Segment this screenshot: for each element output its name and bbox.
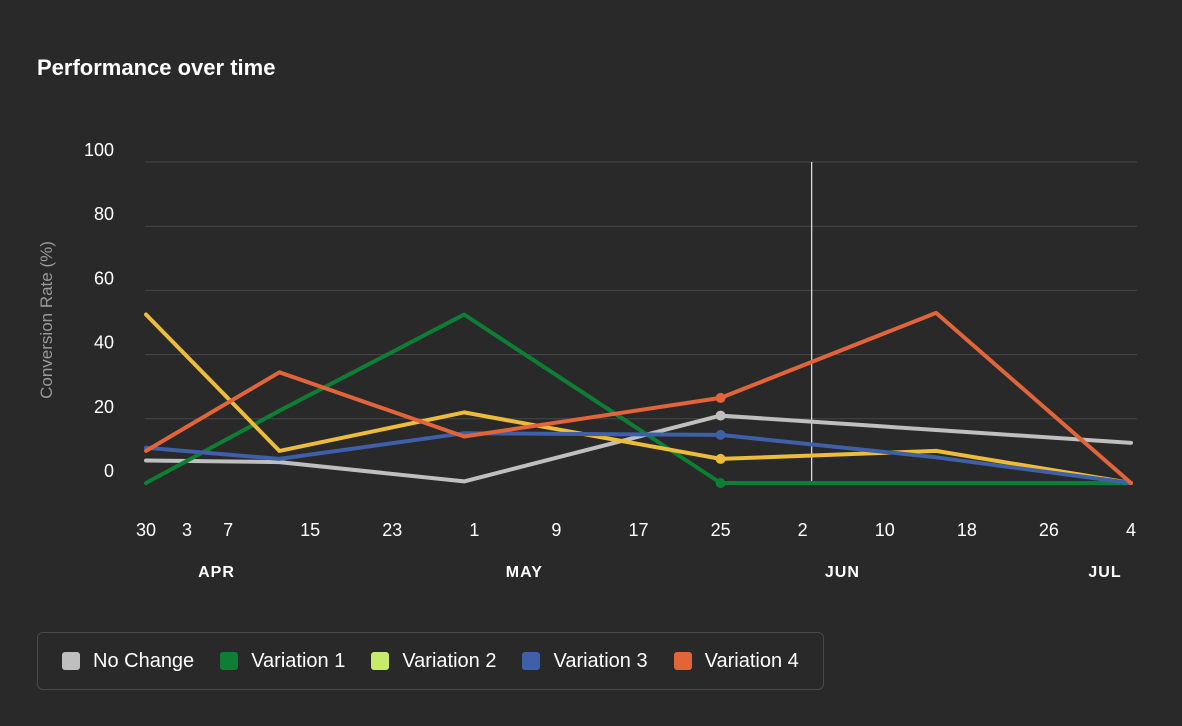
x-tick-label: 25 xyxy=(711,520,731,540)
series-point xyxy=(715,392,726,403)
legend-item[interactable]: Variation 2 xyxy=(371,650,496,673)
x-tick-label: 23 xyxy=(382,520,402,540)
x-tick-label: 17 xyxy=(628,520,648,540)
line-chart: 0 20 40 60 80 100 30 3 7 15 23 1 9 17 25 2 10 18 26 4 APR M… xyxy=(37,140,1137,581)
legend-swatch xyxy=(673,652,692,670)
y-tick-label: 60 xyxy=(94,268,114,288)
series-point xyxy=(715,429,726,440)
legend-item[interactable]: Variation 4 xyxy=(673,649,799,673)
y-tick-label: 80 xyxy=(94,204,114,224)
legend-label: Variation 3 xyxy=(553,649,648,672)
month-label: JUL xyxy=(1088,564,1121,581)
x-tick-label: 15 xyxy=(300,520,320,540)
legend-label: Variation 1 xyxy=(251,649,346,672)
y-axis-ticks: 0 20 40 60 80 100 xyxy=(84,140,114,481)
x-tick-label: 7 xyxy=(223,520,233,540)
series-point xyxy=(715,453,726,464)
x-tick-label: 18 xyxy=(957,520,977,540)
legend-item[interactable]: Variation 1 xyxy=(220,650,345,673)
legend-swatch xyxy=(371,652,390,670)
series-lines xyxy=(144,310,1133,485)
legend-swatch xyxy=(522,652,541,670)
month-label: JUN xyxy=(825,564,860,581)
chart-title: Performance over time xyxy=(37,55,276,80)
legend-label: Variation 2 xyxy=(402,649,497,672)
legend-label: Variation 4 xyxy=(704,649,799,672)
x-tick-label: 3 xyxy=(182,520,192,540)
chart-legend: No Change Variation 1 Variation 2 Variation… xyxy=(37,632,824,690)
x-tick-label: 4 xyxy=(1126,520,1136,540)
legend-swatch xyxy=(220,652,239,670)
x-tick-label: 10 xyxy=(875,520,895,540)
month-labels: APR MAY JUN JUL xyxy=(198,564,1121,581)
x-tick-label: 30 xyxy=(136,520,156,540)
y-tick-label: 40 xyxy=(94,333,114,353)
series-line-4 xyxy=(144,310,1133,485)
legend-item[interactable]: Variation 3 xyxy=(522,649,648,673)
x-tick-label: 2 xyxy=(798,520,808,540)
legend-label: No Change xyxy=(93,649,195,672)
y-tick-label: 20 xyxy=(94,397,114,417)
series-point xyxy=(715,410,726,421)
y-tick-label: 100 xyxy=(84,140,114,160)
y-axis-label: Conversion Rate (%) xyxy=(37,241,56,399)
series-point xyxy=(715,478,726,488)
x-axis-ticks: 30 3 7 15 23 1 9 17 25 2 10 18 26 4 xyxy=(136,520,1136,540)
month-label: APR xyxy=(198,564,235,581)
series-line-1 xyxy=(144,312,1133,485)
series-markers xyxy=(715,392,726,488)
y-tick-label: 0 xyxy=(104,461,114,481)
month-label: MAY xyxy=(506,564,543,581)
gridlines xyxy=(145,161,1137,420)
x-tick-label: 1 xyxy=(469,520,479,540)
x-tick-label: 26 xyxy=(1039,520,1059,540)
x-tick-label: 9 xyxy=(551,520,561,540)
series-line-3 xyxy=(144,431,1133,485)
legend-swatch xyxy=(62,652,80,670)
series-line-0 xyxy=(144,413,1133,484)
legend-item[interactable]: No Change xyxy=(62,650,194,673)
